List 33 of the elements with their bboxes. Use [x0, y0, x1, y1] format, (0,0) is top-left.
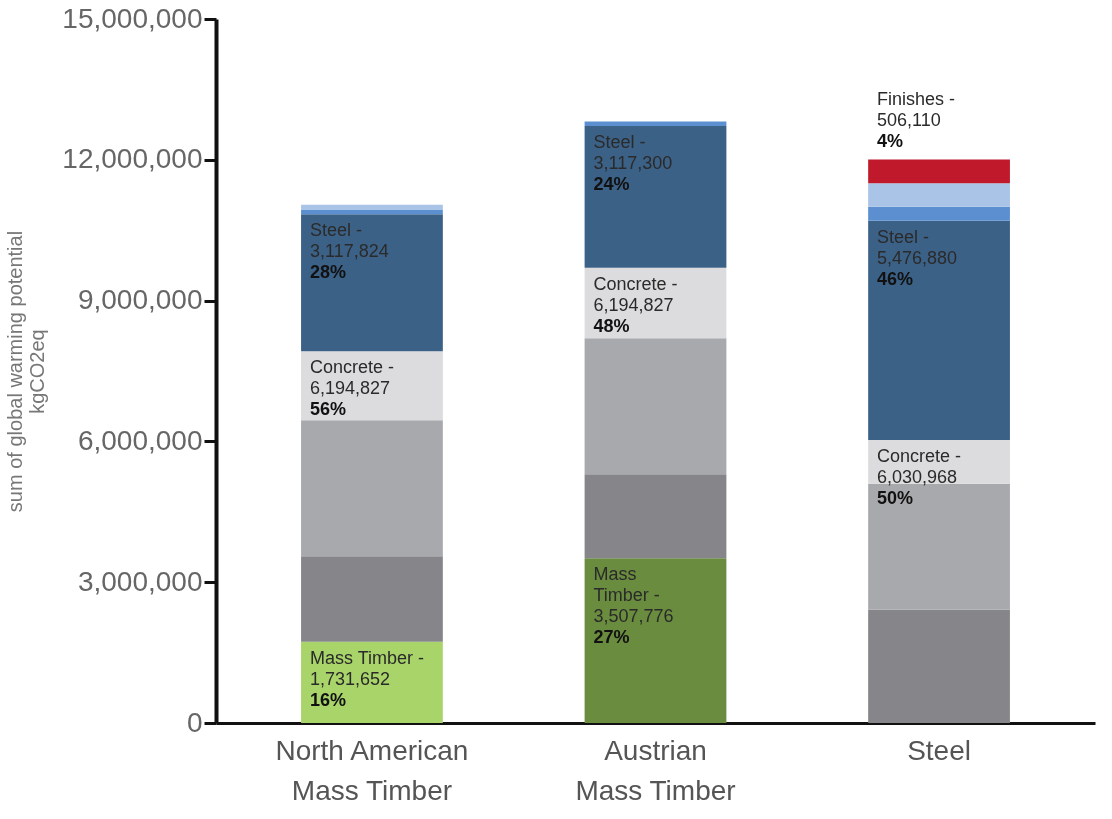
x-tick-label: North American Mass Timber — [275, 734, 469, 806]
annotation: Concrete - 6,194,827 48% — [593, 273, 678, 336]
annotation: Steel - 3,117,824 28% — [309, 220, 389, 283]
y-tick-label: 15,000,000 — [62, 2, 203, 34]
annotation: Concrete - 6,194,827 56% — [309, 357, 394, 420]
bar — [301, 214, 443, 352]
bar — [868, 206, 1010, 221]
bar — [301, 556, 443, 642]
annotation: Mass Timber - 1,731,652 16% — [309, 647, 424, 710]
y-tick-label: 9,000,000 — [77, 284, 203, 316]
bar — [301, 209, 443, 215]
bar — [301, 420, 443, 557]
annotation: Mass Timber - 3,507,776 27% — [593, 564, 674, 648]
y-tick-label: 12,000,000 — [62, 143, 203, 175]
x-tick-label: Steel — [907, 734, 971, 766]
y-tick-label: 0 — [186, 706, 203, 738]
annotation: Steel - 5,476,880 46% — [877, 226, 958, 289]
bar — [868, 183, 1010, 207]
annotation: Steel - 3,117,300 24% — [593, 132, 673, 195]
bar — [868, 609, 1010, 723]
x-tick-label: Austrian Mass Timber — [575, 734, 736, 806]
bar — [584, 126, 727, 268]
bar — [868, 159, 1010, 184]
y-tick-label: 3,000,000 — [77, 565, 203, 597]
bar — [584, 474, 727, 559]
annotation: Concrete - 6,030,968 50% — [877, 445, 962, 508]
y-tick-label: 6,000,000 — [77, 424, 203, 456]
y-axis-title: sum of global warming potential kgCO2eq — [4, 230, 49, 513]
bar — [868, 220, 1010, 440]
bar — [584, 558, 727, 723]
annotation: Finishes - 506,110 4% — [877, 88, 956, 151]
bar — [584, 338, 727, 475]
bar — [584, 121, 727, 127]
